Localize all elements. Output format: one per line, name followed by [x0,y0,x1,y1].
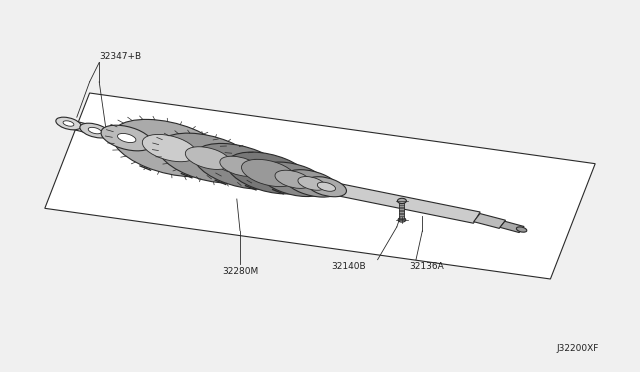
Ellipse shape [56,117,81,130]
Text: J32200XF: J32200XF [556,344,598,353]
Ellipse shape [259,162,328,196]
Ellipse shape [397,198,406,203]
Ellipse shape [142,134,197,162]
Ellipse shape [241,159,296,187]
Text: 32280M: 32280M [222,267,258,276]
Ellipse shape [101,125,152,151]
Polygon shape [500,221,524,232]
Ellipse shape [298,177,325,190]
Ellipse shape [158,133,258,183]
Ellipse shape [80,123,109,138]
Ellipse shape [516,227,527,232]
Ellipse shape [88,127,101,134]
Text: 32140B: 32140B [332,262,366,271]
Ellipse shape [186,147,230,170]
Ellipse shape [118,134,136,142]
Polygon shape [61,119,319,189]
Text: 32136A: 32136A [410,262,444,271]
Polygon shape [474,214,506,228]
Ellipse shape [112,119,227,177]
Ellipse shape [194,144,286,189]
Text: 32347+B: 32347+B [99,52,141,61]
Ellipse shape [284,170,339,197]
Ellipse shape [63,121,74,126]
Ellipse shape [398,218,406,222]
Ellipse shape [220,156,260,176]
Ellipse shape [317,182,335,191]
Ellipse shape [275,170,311,188]
Ellipse shape [227,152,310,194]
Ellipse shape [307,177,346,197]
Polygon shape [399,202,404,219]
Polygon shape [45,93,595,279]
Polygon shape [314,180,480,223]
